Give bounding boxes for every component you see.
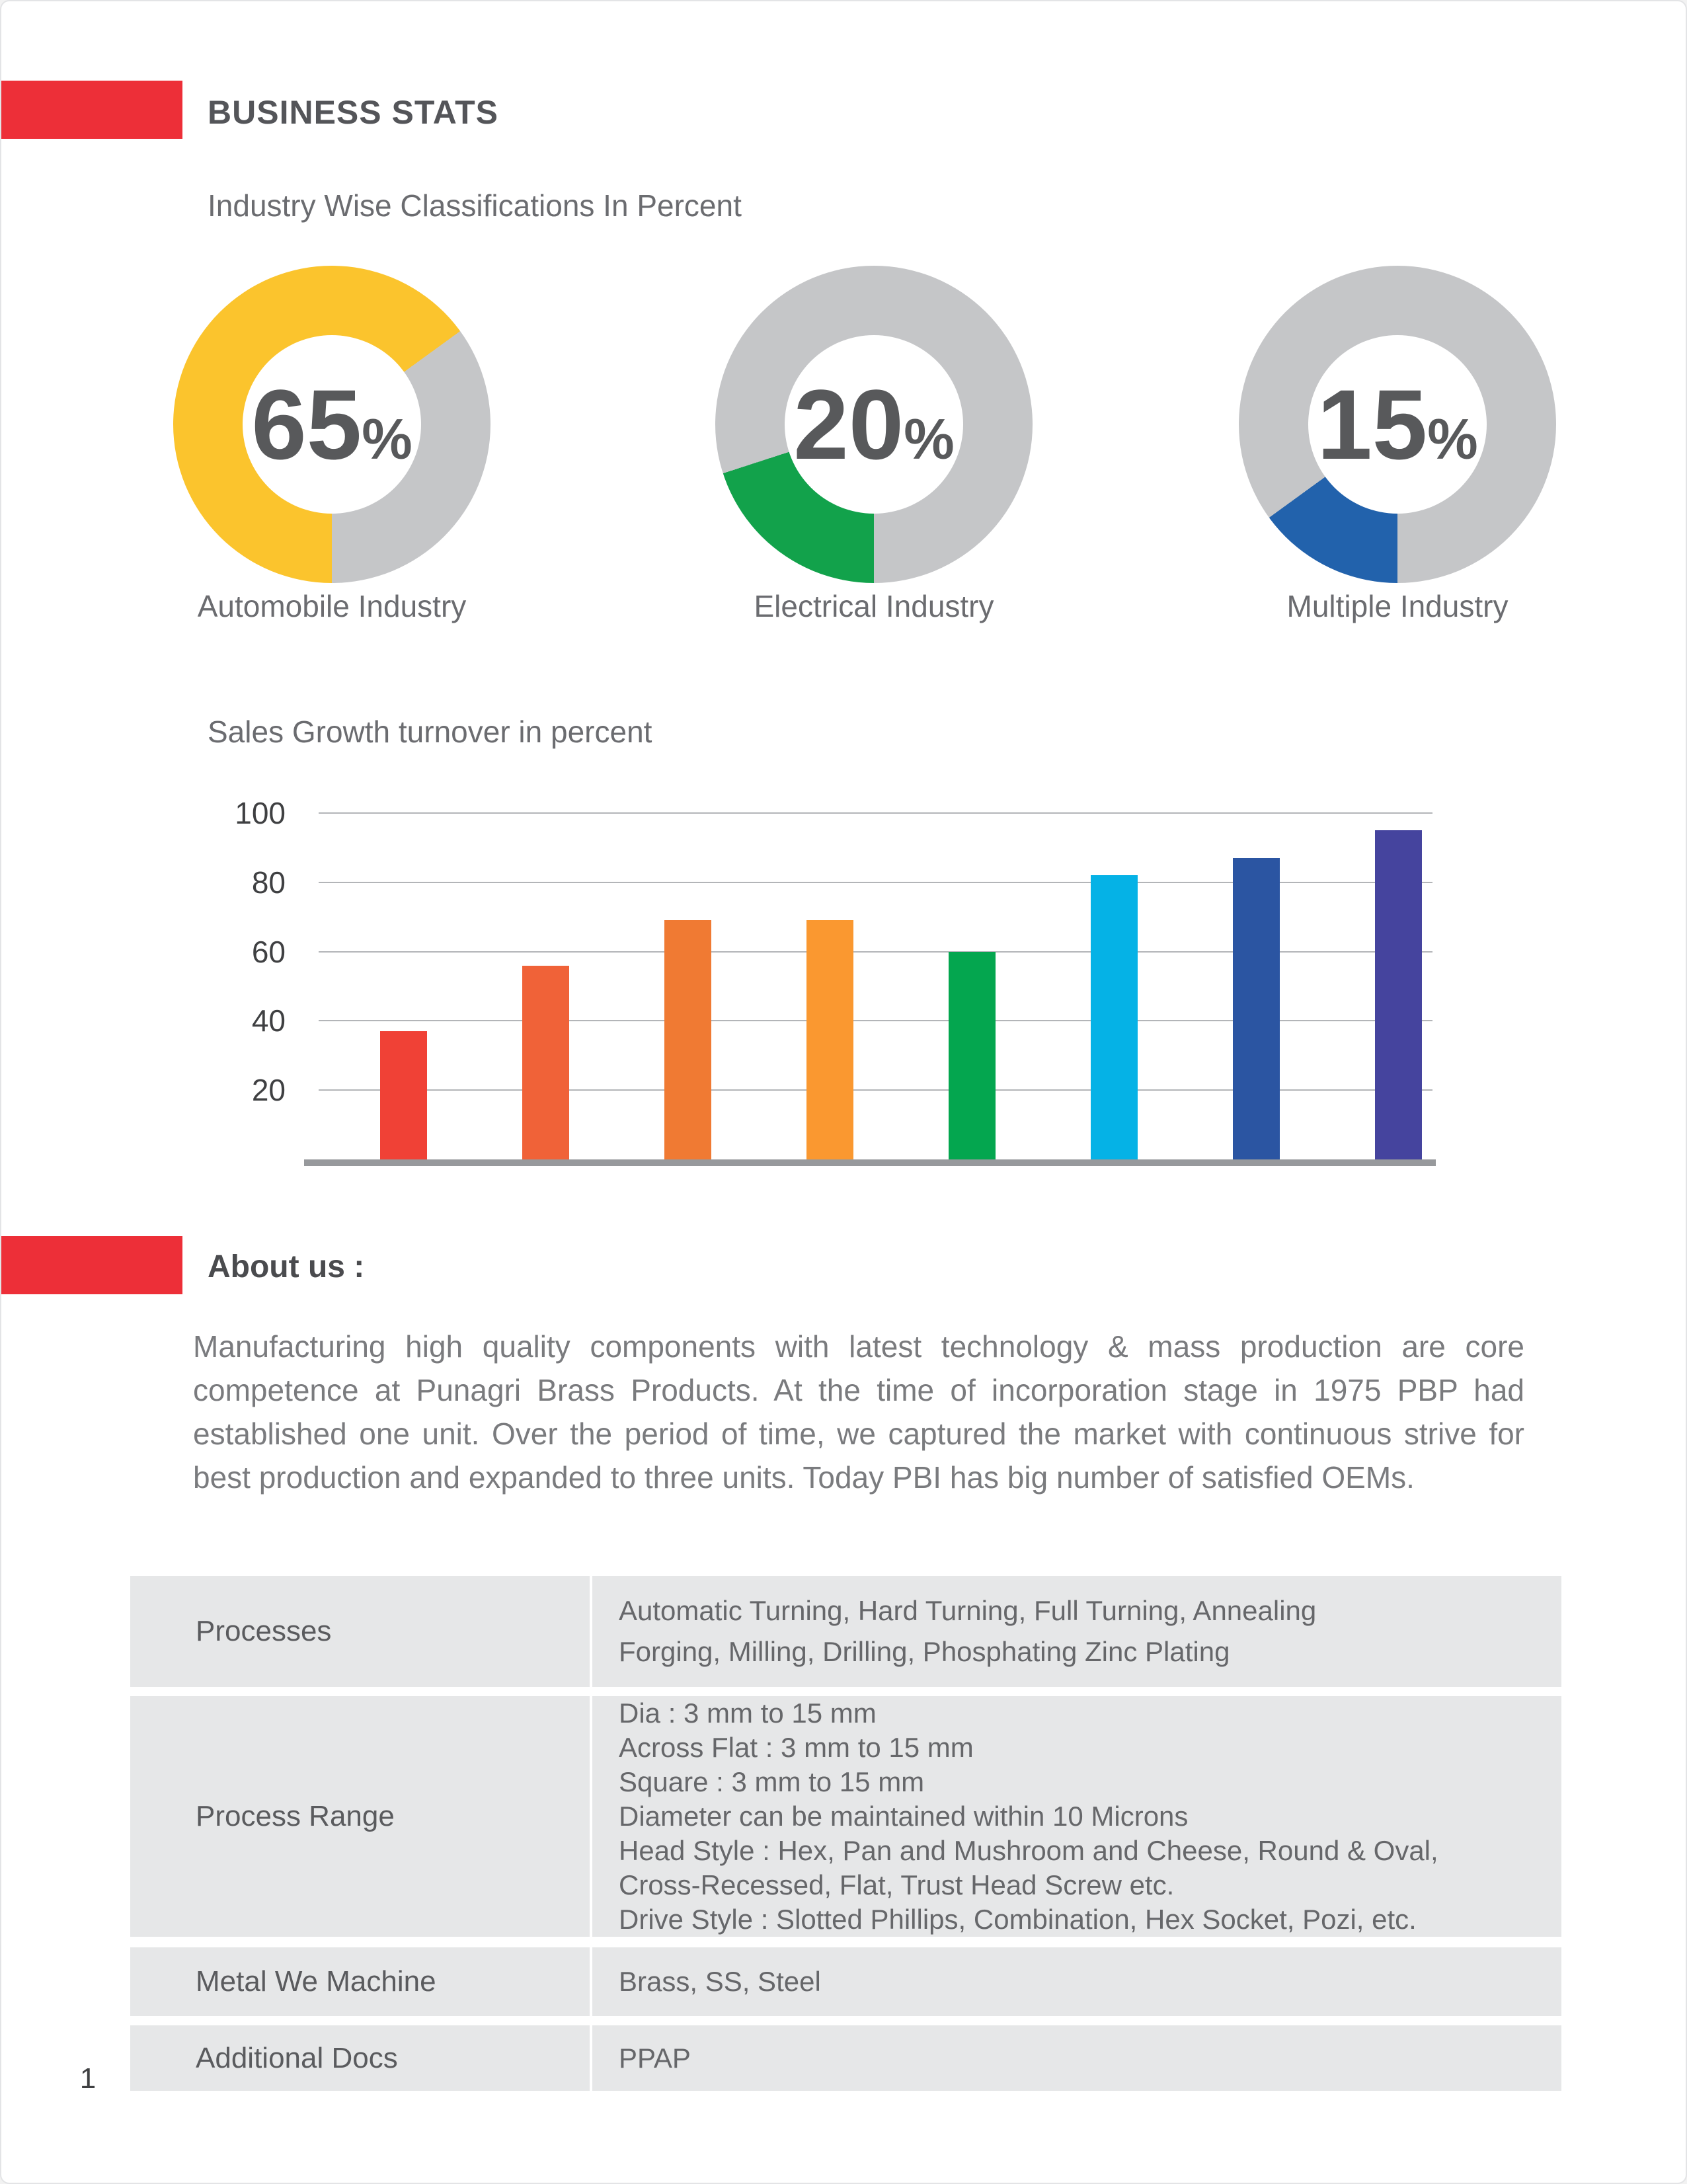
donut-value: 15 [1317,369,1428,480]
bar-chart-plot: 20 40 60 80 100 [235,796,1436,1166]
table-cell-line: Dia : 3 mm to 15 mm [619,1697,877,1729]
bar-series-4 [806,920,853,1159]
table-cell-line: Head Style : Hex, Pan and Mushroom and C… [619,1835,1438,1866]
table-label-process-range: Process Range [130,1696,590,1937]
gridline [319,1020,1432,1022]
donut-percentage: 65 % [251,375,412,474]
about-paragraph: Manufacturing high quality components wi… [193,1329,1524,1495]
table-value-processes: Automatic Turning, Hard Turning, Full Tu… [592,1576,1561,1687]
table-cell-line: Automatic Turning, Hard Turning, Full Tu… [619,1595,1317,1626]
table-cell-line: Cross-Recessed, Flat, Trust Head Screw e… [619,1869,1175,1900]
percent-sign: % [1427,408,1478,471]
donut-label-multiple: Multiple Industry [1286,589,1509,623]
donut-percentage: 20 % [793,375,954,474]
table-value-process-range: Dia : 3 mm to 15 mm Across Flat : 3 mm to… [592,1696,1561,1937]
y-axis-tick-label: 100 [235,796,286,830]
y-axis-tick-label: 80 [251,865,286,900]
industry-section-title: Industry Wise Classifications In Percent [208,188,742,223]
page-title: BUSINESS STATS [208,94,498,131]
table-label-text: Process Range [196,1800,395,1832]
sales-chart-title: Sales Growth turnover in percent [208,715,652,749]
table-cell-line: Across Flat : 3 mm to 15 mm [619,1732,974,1763]
gridline [319,812,1432,814]
table-label-docs: Additional Docs [130,2025,590,2091]
table-cell-line: Square : 3 mm to 15 mm [619,1766,925,1797]
gridline [319,881,1432,883]
about-accent-bar [1,1236,182,1294]
donut-hole: 15 % [1308,335,1487,514]
percent-sign: % [904,408,955,471]
y-axis-tick-label: 40 [251,1003,286,1038]
table-value-metal: Brass, SS, Steel [592,1947,1561,2016]
donut-label-electrical: Electrical Industry [754,589,994,623]
donut-hole: 20 % [785,335,963,514]
x-axis-baseline [304,1159,1436,1166]
table-cell-line: Forging, Milling, Drilling, Phosphating … [619,1636,1230,1667]
table-label-metal: Metal We Machine [130,1947,590,2016]
bar-series-7 [1233,858,1280,1159]
table-cell-line: Diameter can be maintained within 10 Mic… [619,1801,1189,1832]
donut-value: 20 [793,369,904,480]
gridline [319,951,1432,953]
table-label-processes: Processes [130,1576,590,1687]
bar-series-6 [1091,875,1138,1159]
about-title: About us : [208,1249,365,1284]
gridline [319,1089,1432,1091]
donut-label-automobile: Automobile Industry [197,589,467,623]
donut-hole: 65 % [243,335,421,514]
table-label-text: Processes [196,1615,332,1647]
bar-series-5 [949,952,996,1159]
y-axis-tick-label: 20 [251,1073,286,1108]
y-axis-tick-label: 60 [251,934,286,969]
bar-series-1 [380,1031,427,1159]
table-cell-line: Drive Style : Slotted Phillips, Combinat… [619,1904,1417,1935]
table-cell-line: Brass, SS, Steel [619,1966,821,1997]
table-cell-line: PPAP [619,2042,691,2074]
donut-chart-automobile: 65 % [173,266,490,583]
table-value-docs: PPAP [592,2025,1561,2091]
percent-sign: % [362,408,412,471]
header-accent-bar [1,81,182,139]
table-label-text: Additional Docs [196,2041,398,2074]
page-number: 1 [79,2062,97,2095]
donut-percentage: 15 % [1317,375,1477,474]
table-label-text: Metal We Machine [196,1965,436,1998]
donut-chart-multiple: 15 % [1239,266,1556,583]
donut-chart-electrical: 20 % [715,266,1033,583]
bar-series-8 [1375,830,1422,1159]
bar-series-3 [664,920,711,1159]
bar-series-2 [522,966,569,1159]
donut-value: 65 [251,369,362,480]
